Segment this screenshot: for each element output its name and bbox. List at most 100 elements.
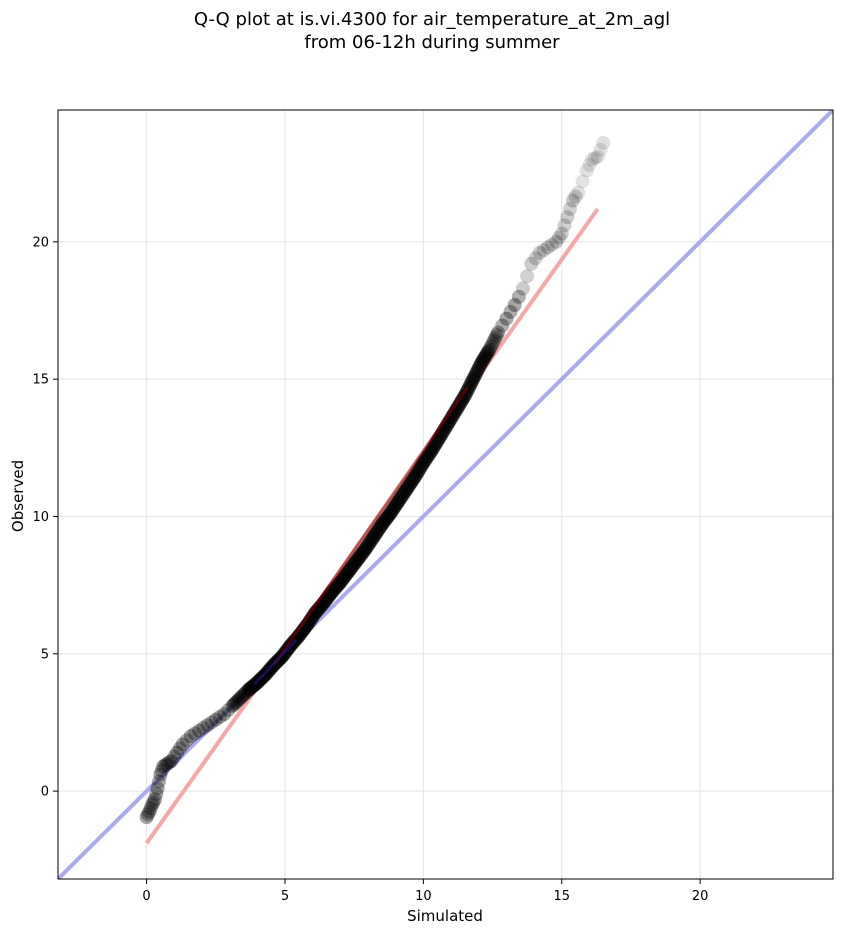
quantile-point [358, 542, 373, 557]
quantile-point [481, 344, 496, 359]
quantile-point [520, 269, 535, 284]
quantile-point [183, 729, 198, 744]
quantile-point [568, 189, 583, 204]
quantile-point [167, 749, 182, 764]
quantile-point [485, 336, 500, 351]
quantile-point [549, 234, 564, 249]
quantile-point [466, 372, 481, 387]
quantile-point [499, 311, 514, 326]
x-axis-label: Simulated [407, 907, 483, 925]
y-axis-label: Observed [9, 460, 27, 532]
quantile-point [140, 807, 155, 822]
quantile-point [457, 388, 472, 403]
quantile-point [590, 149, 605, 164]
quantile-point [221, 703, 236, 718]
grid-lines [58, 110, 833, 879]
y-tick-label: 15 [32, 373, 49, 388]
quantile-point [565, 193, 580, 208]
quantile-point [147, 792, 162, 807]
quantile-point [579, 163, 594, 178]
quantile-point [475, 353, 490, 368]
x-tick-label: 0 [142, 889, 150, 904]
fit-line-core [272, 386, 469, 666]
y-tick-label: 20 [32, 235, 49, 250]
quantile-point [156, 759, 171, 774]
quantile-point [192, 723, 207, 738]
quantile-point [154, 763, 169, 778]
x-tick-label: 5 [281, 889, 289, 904]
quantile-point [450, 400, 465, 415]
quantile-point [208, 712, 223, 727]
quantile-point [217, 707, 232, 722]
quantile-point [478, 348, 493, 363]
quantile-point [391, 494, 406, 509]
quantile-point [152, 774, 167, 789]
quantile-point [409, 467, 424, 482]
quantile-point [374, 517, 389, 532]
quantile-point [468, 366, 483, 381]
y-tick-label: 10 [32, 510, 49, 525]
quantile-point [551, 230, 566, 245]
quantile-point [474, 355, 489, 370]
quantile-point [596, 135, 611, 150]
identity-line-core [253, 639, 298, 686]
identity-line [58, 110, 833, 879]
quantile-point [507, 297, 522, 312]
chart-title-line-1: Q-Q plot at is.vi.4300 for air_temperatu… [194, 9, 670, 30]
quantile-point [424, 443, 439, 458]
quantile-point [392, 492, 407, 507]
quantile-points [139, 135, 611, 825]
quantile-point [196, 720, 211, 735]
quantile-point [150, 781, 165, 796]
quantile-point [503, 304, 518, 319]
quantile-point [230, 693, 245, 708]
x-tick-label: 15 [553, 889, 570, 904]
quantile-point [587, 151, 602, 166]
quantile-point [225, 698, 240, 713]
quantile-point [560, 210, 575, 225]
quantile-point [593, 142, 608, 157]
quantile-point [153, 767, 168, 782]
quantile-point [486, 333, 501, 348]
plot-frame [57, 109, 834, 880]
quantile-point [139, 810, 154, 825]
quantile-point [582, 157, 597, 172]
quantile-point [142, 804, 157, 819]
quantile-point [333, 575, 348, 590]
axis-ticks: 0 5 10 15 20 0 5 10 15 20 [32, 235, 708, 904]
quantile-point [554, 226, 569, 241]
quantile-point [145, 797, 160, 812]
quantile-point [575, 174, 590, 189]
quantile-point [229, 694, 244, 709]
quantile-point [563, 201, 578, 216]
y-tick-label: 0 [41, 785, 49, 800]
quantile-point [341, 564, 356, 579]
quantile-point [366, 530, 381, 545]
quantile-point [399, 482, 414, 497]
quantile-point [489, 328, 504, 343]
quantile-point [212, 709, 227, 724]
quantile-point [585, 152, 600, 167]
quantile-point [200, 718, 215, 733]
axes-frame [57, 109, 834, 880]
x-tick-label: 20 [692, 889, 709, 904]
quantile-point [495, 318, 510, 333]
quantile-point [516, 281, 530, 296]
quantile-point [367, 528, 382, 543]
quantile-point [170, 745, 185, 760]
quantile-point [477, 351, 492, 366]
quantile-point [484, 339, 499, 354]
quantile-point [467, 369, 482, 384]
quantile-point [491, 325, 506, 340]
quantile-point [149, 786, 164, 801]
quantile-point [232, 692, 247, 707]
quantile-point [571, 185, 586, 200]
quantile-point [524, 256, 539, 271]
y-tick-label: 5 [41, 647, 49, 662]
quantile-point [545, 237, 560, 252]
quantile-point [480, 346, 495, 361]
quantile-point [532, 245, 547, 260]
quantile-point [557, 218, 572, 233]
